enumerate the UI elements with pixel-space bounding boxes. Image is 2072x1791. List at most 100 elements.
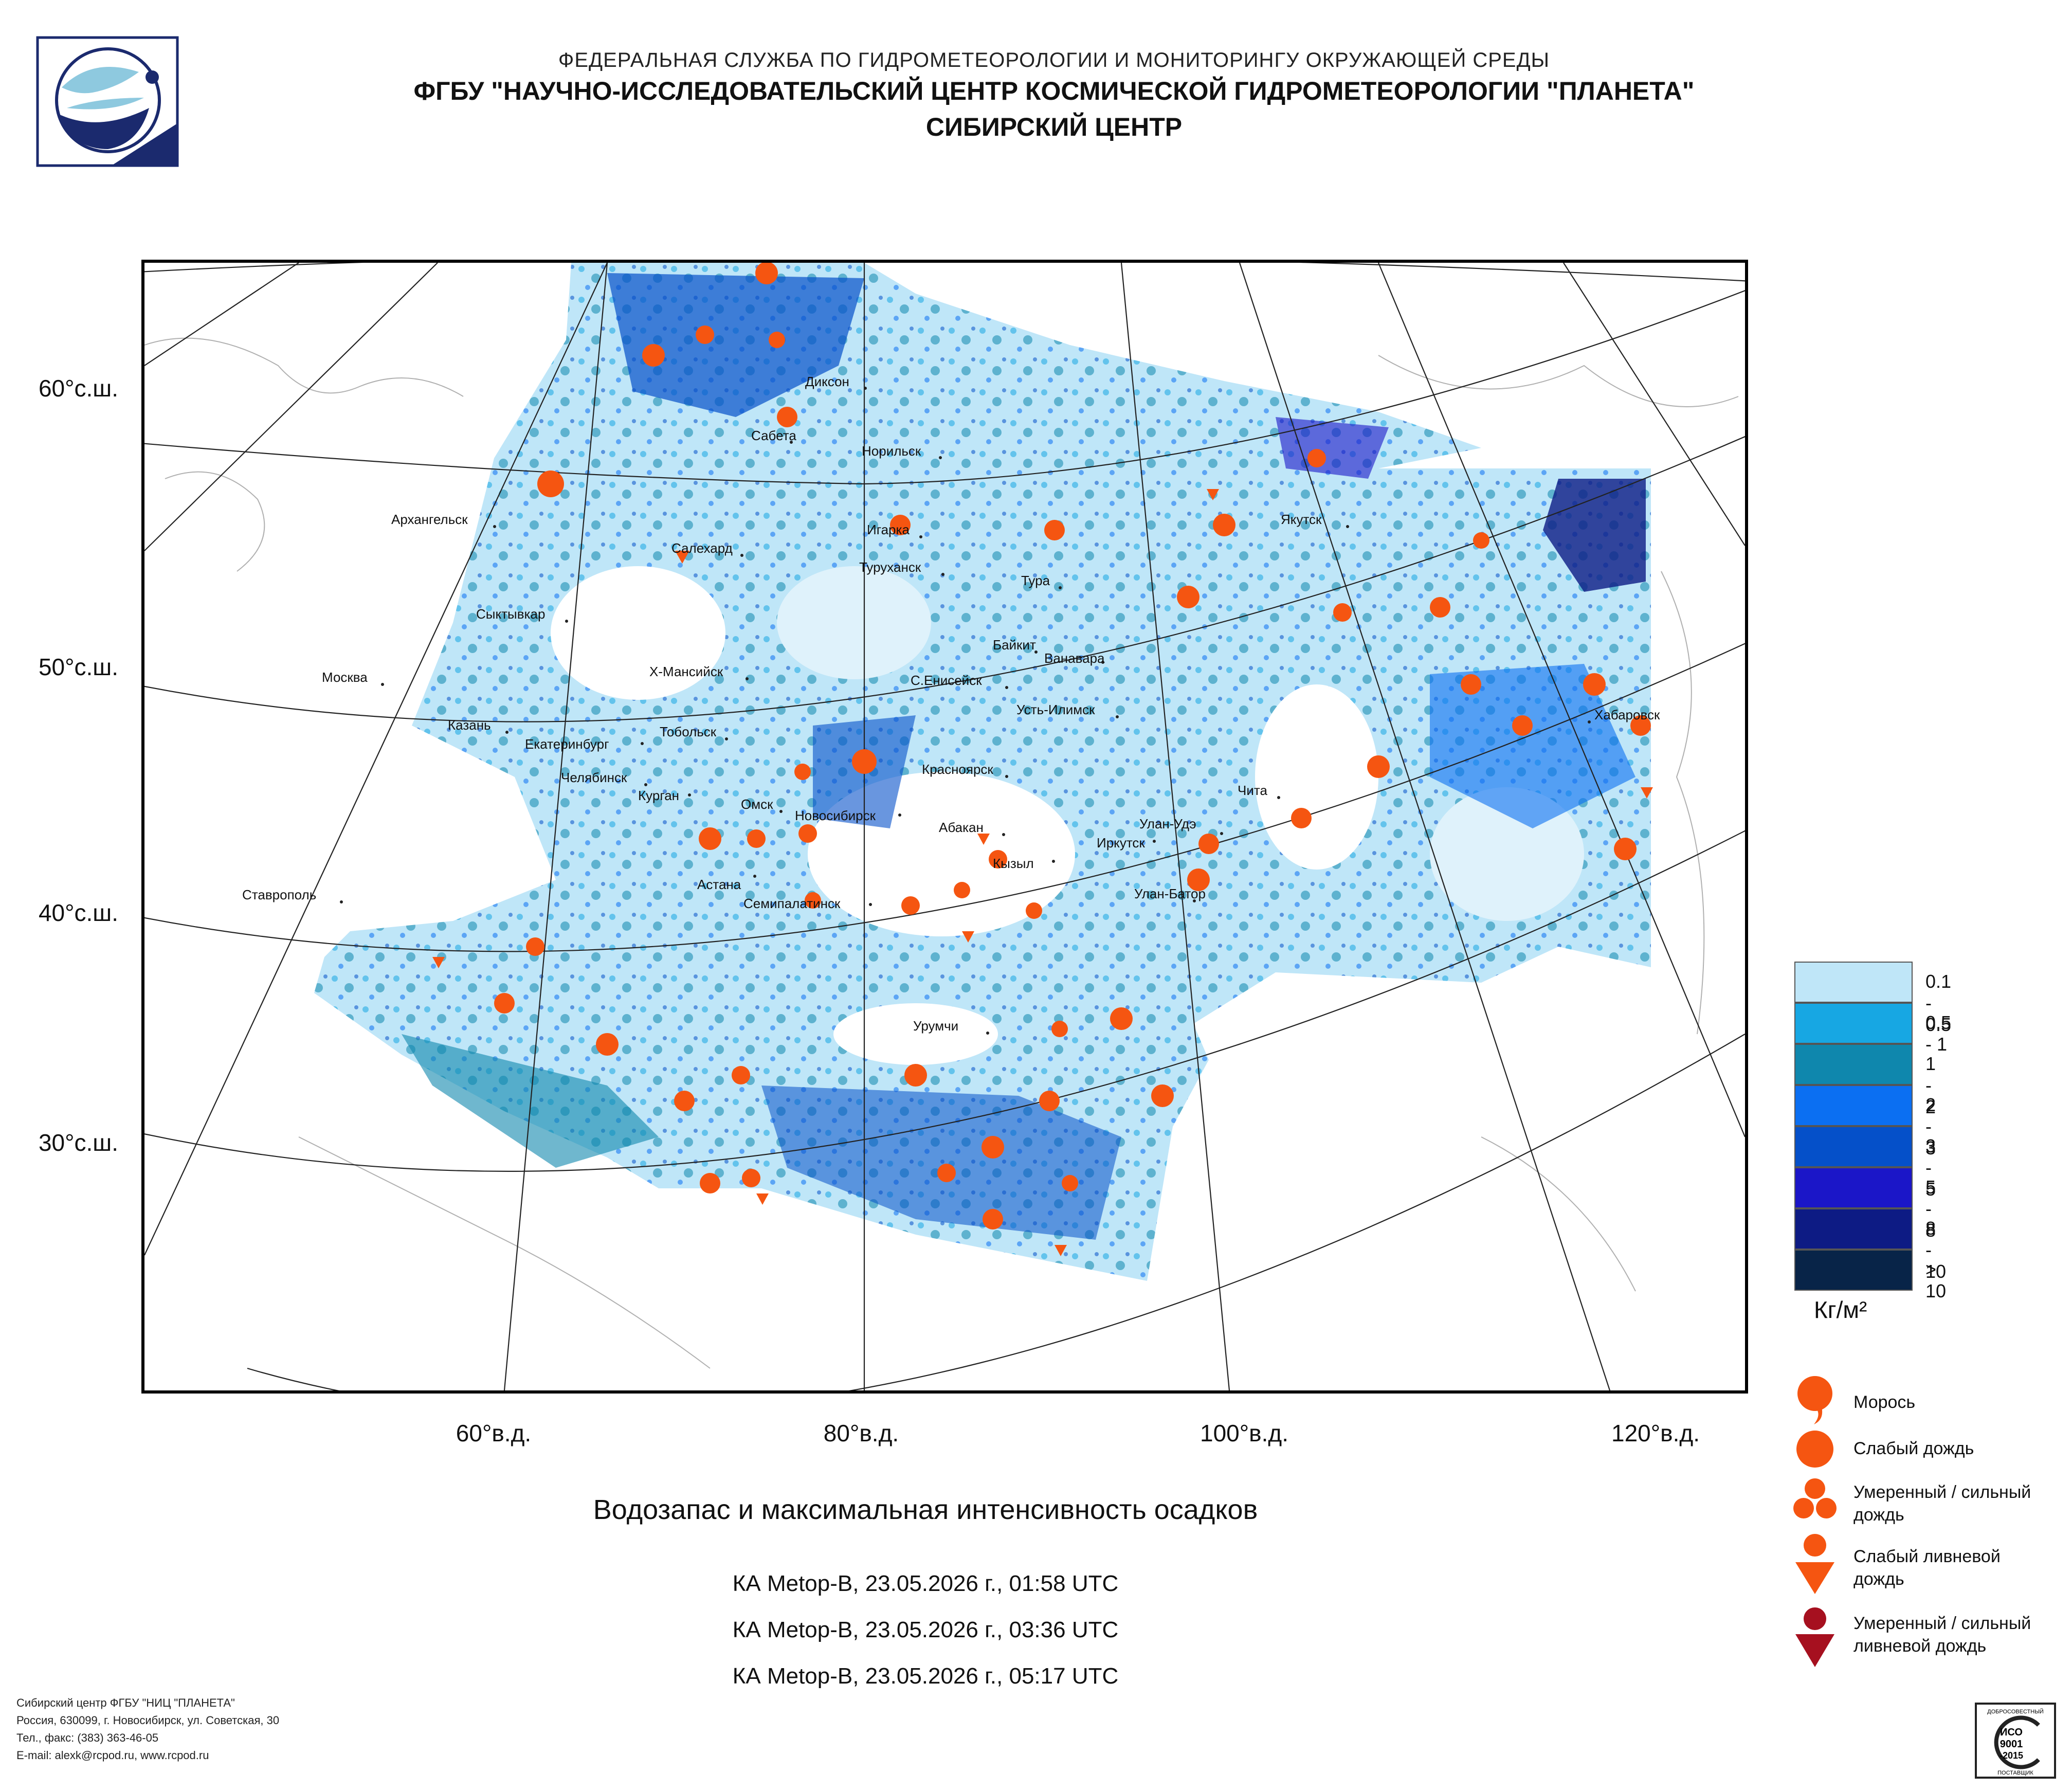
iso-badge: ДОБРОСОВЕСТНЫЙ ИСО 9001 -2015 ПОСТАВЩИК (1975, 1703, 2056, 1779)
precip-markers (494, 263, 1651, 1229)
lon-label-120: 120°в.д. (1611, 1420, 1700, 1446)
city-label: Иркутск (1097, 835, 1145, 851)
scale-swatch (1794, 1044, 1913, 1085)
scale-swatch (1794, 962, 1913, 1003)
iso-text: ИСО (2000, 1727, 2023, 1738)
city-label: Туруханск (859, 559, 921, 575)
scale-label: 2 - 3 (1925, 1094, 1936, 1159)
symbol-legend (1793, 1376, 1837, 1667)
footer-line: Тел., факс: (383) 363-46-05 (16, 1731, 159, 1744)
lon-label-80: 80°в.д. (823, 1420, 899, 1446)
footer-line: E-mail: alexk@rcpod.ru, www.rcpod.ru (16, 1749, 209, 1762)
city-label: Курган (638, 788, 679, 803)
scale-label: 0.5 - 1 (1925, 1012, 1952, 1055)
swath (314, 263, 1651, 1281)
iso-bottom-text: ПОСТАВЩИК (1997, 1770, 2033, 1776)
city-label: Хабаровск (1594, 707, 1660, 722)
city-label: Архангельск (391, 512, 468, 527)
org-name: ФЕДЕРАЛЬНАЯ СЛУЖБА ПО ГИДРОМЕТЕОРОЛОГИИ … (558, 49, 1550, 71)
heavy-shower-icon (1795, 1607, 1834, 1667)
scale-label: 5 - 8 (1925, 1177, 1936, 1241)
city-label: Тура (1021, 573, 1050, 588)
symbol-label: Морось (1853, 1392, 1916, 1412)
pass-line: КА Metop-B, 23.05.2026 г., 05:17 UTC (732, 1663, 1119, 1689)
moderate-rain-icon (1793, 1478, 1837, 1518)
pass-line: КА Metop-B, 23.05.2026 г., 01:58 UTC (732, 1571, 1119, 1596)
city-label: Ставрополь (242, 887, 316, 902)
lat-label-40: 40°с.ш. (38, 899, 118, 926)
scale-swatch (1794, 1167, 1913, 1208)
symbol-label: Умеренный / сильный дождь (1853, 1482, 2031, 1525)
scale-swatch (1794, 1003, 1913, 1044)
symbol-label: Умеренный / сильный ливневой дождь (1853, 1614, 2031, 1656)
unit-label: Кг/м² (1814, 1296, 1867, 1323)
footer-line: Россия, 630099, г. Новосибирск, ул. Сове… (16, 1714, 280, 1727)
scale-swatch (1794, 1126, 1913, 1167)
city-label: Салехард (671, 540, 733, 556)
city-labels: Диксон Сабета Норильск Архангельск Игарк… (242, 374, 1660, 1034)
city-label: Сабета (751, 428, 796, 443)
scale-label: > 10 (1925, 1259, 1947, 1301)
city-label: Улан-Батор (1134, 886, 1206, 901)
city-label: Улан-Удэ (1139, 816, 1196, 831)
lat-label-50: 50°с.ш. (38, 654, 118, 680)
city-label: Кызыл (993, 856, 1034, 871)
drizzle-icon (1797, 1376, 1832, 1424)
lat-label-30: 30°с.ш. (38, 1129, 118, 1156)
planeta-logo (36, 36, 179, 167)
city-label: Чита (1238, 783, 1267, 798)
institute-name: ФГБУ "НАУЧНО-ИССЛЕДОВАТЕЛЬСКИЙ ЦЕНТР КОС… (413, 77, 1695, 105)
lat-label-60: 60°с.ш. (38, 375, 118, 402)
header: ФЕДЕРАЛЬНАЯ СЛУЖБА ПО ГИДРОМЕТЕОРОЛОГИИ … (206, 49, 1902, 142)
city-label: Москва (322, 670, 368, 685)
city-label: Семипалатинск (743, 896, 841, 911)
scale-label: 0.1 - 0.5 (1925, 971, 1952, 1035)
city-label: Казань (448, 717, 491, 733)
lon-label-100: 100°в.д. (1200, 1420, 1288, 1446)
footer-contacts: Сибирский центр ФГБУ "НИЦ "ПЛАНЕТА" Росс… (16, 1694, 279, 1764)
pass-line: КА Metop-B, 23.05.2026 г., 03:36 UTC (732, 1617, 1119, 1642)
city-label: Екатеринбург (525, 736, 609, 752)
city-label: Игарка (867, 522, 910, 537)
footer-line: Сибирский центр ФГБУ "НИЦ "ПЛАНЕТА" (16, 1696, 235, 1709)
city-label: С.Енисейск (911, 673, 982, 688)
city-label: Омск (741, 797, 773, 812)
scale-swatch (1794, 1250, 1913, 1291)
symbol-label: Слабый дождь (1853, 1439, 1974, 1458)
symbol-label: Слабый ливневой дождь (1853, 1547, 2001, 1589)
city-label: Тобольск (660, 724, 717, 739)
iso-num: 9001 (2000, 1739, 2023, 1750)
iso-year: -2015 (2000, 1750, 2023, 1761)
coastlines (144, 337, 1739, 1369)
precipitation-map: Диксон Сабета Норильск Архангельск Игарк… (141, 260, 1748, 1394)
graticule (144, 263, 1745, 1390)
city-label: Ванавара (1044, 650, 1105, 666)
center-name: СИБИРСКИЙ ЦЕНТР (925, 113, 1183, 141)
city-label: Якутск (1281, 512, 1322, 527)
map-caption: Водозапас и максимальная интенсивность о… (593, 1494, 1258, 1525)
city-label: Урумчи (913, 1018, 958, 1034)
city-label: Новосибирск (795, 808, 876, 823)
scale-swatch (1794, 1208, 1913, 1250)
city-dots (340, 387, 1591, 1035)
city-label: Абакан (939, 820, 984, 835)
scale-label: 1 - 2 (1925, 1053, 1936, 1117)
iso-top-text: ДОБРОСОВЕСТНЫЙ (1987, 1708, 2044, 1715)
scale-label: 3 - 5 (1925, 1135, 1936, 1200)
city-label: Красноярск (922, 762, 993, 777)
light-shower-icon (1795, 1534, 1834, 1594)
shower-markers (432, 489, 1653, 1256)
city-label: Х-Мансийск (649, 664, 723, 679)
city-label: Астана (697, 877, 741, 892)
light-rain-icon (1796, 1431, 1833, 1468)
city-label: Усть-Илимск (1016, 702, 1095, 717)
lon-label-60: 60°в.д. (456, 1420, 532, 1446)
scale-swatch (1794, 1085, 1913, 1126)
city-label: Байкит (993, 637, 1036, 653)
scale-label: 8 - 10 (1925, 1218, 1947, 1282)
city-label: Сыктывкар (476, 606, 545, 622)
city-label: Норильск (862, 443, 921, 459)
city-label: Челябинск (561, 770, 627, 785)
city-label: Диксон (805, 374, 849, 389)
map-canvas: Диксон Сабета Норильск Архангельск Игарк… (144, 263, 1745, 1390)
